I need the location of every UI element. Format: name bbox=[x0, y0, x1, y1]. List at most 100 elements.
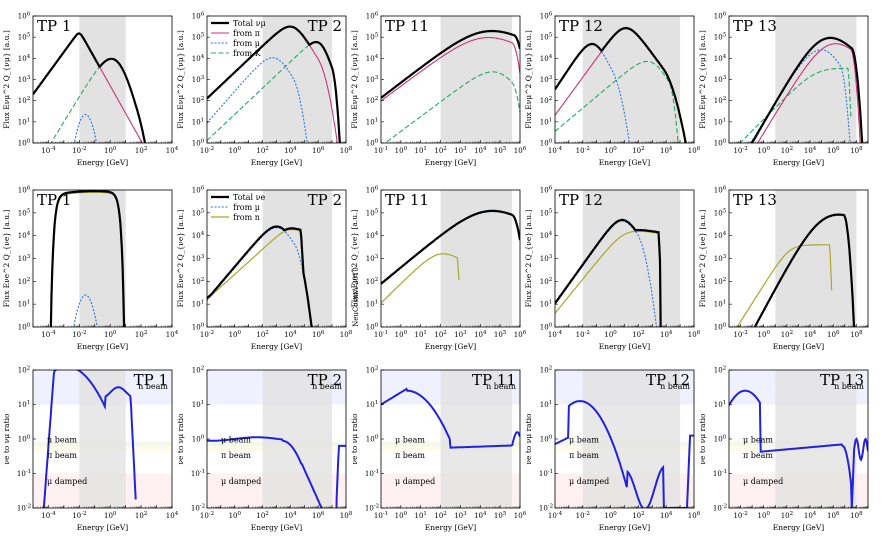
series-pion bbox=[381, 36, 520, 102]
band-label-2: π beam bbox=[743, 451, 773, 460]
series-muon bbox=[207, 227, 313, 327]
x-tick-label: 102 bbox=[135, 330, 147, 339]
y-tick-label: 101 bbox=[18, 300, 30, 309]
band-label-2: π beam bbox=[221, 451, 251, 460]
y-tick-label: 100 bbox=[192, 435, 205, 444]
y-axis-label: Flux Eνe^2 Q_{νe} [a.u.] bbox=[350, 210, 359, 308]
y-tick-label: 100 bbox=[714, 323, 727, 332]
x-tick-label: 100 bbox=[395, 330, 408, 339]
shaded-region bbox=[775, 370, 857, 508]
y-tick-label: 106 bbox=[366, 12, 379, 21]
x-tick-label: 102 bbox=[434, 146, 446, 155]
x-tick-label: 101 bbox=[415, 330, 427, 339]
x-tick-label: 10-1 bbox=[374, 146, 388, 155]
y-axis-label: Flux Eνμ^2 Q_{νμ} [a.u.] bbox=[2, 30, 11, 129]
curves bbox=[381, 209, 520, 304]
y-tick-label: 102 bbox=[18, 96, 30, 105]
y-tick-label: 100 bbox=[540, 323, 553, 332]
y-tick-label: 101 bbox=[714, 300, 726, 309]
panel-tp12-row3: 10-4 10-2 100 102 104 10610-210-1100101102Ene… bbox=[524, 366, 701, 533]
y-tick-label: 102 bbox=[714, 277, 726, 286]
x-tick-label: 102 bbox=[632, 146, 644, 155]
series-total bbox=[753, 213, 856, 327]
x-tick-label: 102 bbox=[256, 511, 268, 520]
y-tick-label: 100 bbox=[18, 435, 31, 444]
y-tick-label: 106 bbox=[192, 12, 205, 21]
y-tick-label: 105 bbox=[192, 208, 205, 217]
x-tick-label: 104 bbox=[166, 330, 179, 339]
x-tick-label: 10-4 bbox=[41, 146, 56, 155]
y-tick-label: 103 bbox=[714, 254, 727, 263]
x-tick-label: 104 bbox=[474, 511, 487, 520]
series-muon bbox=[749, 49, 851, 143]
x-tick-label: 102 bbox=[434, 330, 446, 339]
x-axis-label: Energy [GeV] bbox=[599, 342, 651, 351]
y-tick-label: 10-2 bbox=[365, 504, 379, 513]
series-ratio bbox=[42, 370, 137, 508]
x-tick-label: 102 bbox=[632, 511, 644, 520]
y-tick-label: 100 bbox=[366, 323, 379, 332]
panel-title: TP 11 bbox=[472, 371, 516, 389]
x-tick-label: 102 bbox=[632, 330, 644, 339]
y-tick-label: 10-1 bbox=[365, 469, 379, 478]
band-label-2: π beam bbox=[47, 451, 77, 460]
y-tick-label: 104 bbox=[366, 54, 379, 63]
panel-title: TP 11 bbox=[385, 191, 429, 209]
panel-title: TP 2 bbox=[308, 371, 342, 389]
x-tick-label: 10-4 bbox=[548, 511, 563, 520]
y-tick-label: 102 bbox=[540, 277, 552, 286]
panel-tp13-row1: 10-2 100 102 104 106 108 100 101 102 103 104 105 106… bbox=[698, 12, 869, 167]
y-tick-label: 104 bbox=[714, 231, 727, 240]
panel-title: TP 12 bbox=[559, 191, 603, 209]
y-tick-label: 10-1 bbox=[539, 469, 553, 478]
x-tick-label: 10-4 bbox=[548, 146, 563, 155]
y-tick-label: 102 bbox=[192, 277, 204, 286]
y-axis-label: Flux Eνμ^2 Q_{νμ} [a.u.] bbox=[176, 30, 185, 129]
x-axis-label: Energy [GeV] bbox=[77, 158, 129, 167]
x-tick-label: 108 bbox=[850, 330, 863, 339]
y-tick-label: 105 bbox=[366, 33, 379, 42]
x-tick-label: 108 bbox=[850, 511, 863, 520]
band-label-1: μ beam bbox=[569, 436, 599, 445]
y-tick-label: 101 bbox=[714, 400, 726, 409]
series-ratio bbox=[555, 400, 694, 508]
x-tick-label: 10-2 bbox=[733, 146, 747, 155]
y-tick-label: 101 bbox=[714, 117, 726, 126]
x-tick-label: 10-1 bbox=[374, 330, 388, 339]
y-tick-label: 105 bbox=[18, 33, 31, 42]
legend-label: Total νμ bbox=[233, 19, 266, 28]
x-tick-label: 106 bbox=[514, 330, 527, 339]
series-muon bbox=[73, 294, 98, 327]
y-tick-label: 105 bbox=[714, 208, 727, 217]
y-tick-label: 100 bbox=[540, 139, 553, 148]
y-tick-label: 106 bbox=[714, 12, 727, 21]
y-tick-label: 10-1 bbox=[17, 469, 31, 478]
x-axis-label: Energy [GeV] bbox=[251, 523, 303, 532]
y-tick-label: 101 bbox=[192, 300, 204, 309]
band-label-3: μ damped bbox=[221, 477, 261, 486]
x-tick-label: 106 bbox=[827, 330, 840, 339]
panel-tp1-row1: 10-4 10-2 100 102 104 100 101 102 103 104 105 106 En… bbox=[2, 12, 179, 168]
x-tick-label: 106 bbox=[688, 330, 701, 339]
panel-title: TP 1 bbox=[37, 17, 71, 35]
y-axis-label: νe to νμ ratio bbox=[350, 413, 359, 465]
y-tick-label: 104 bbox=[192, 231, 205, 240]
series-total bbox=[49, 190, 126, 327]
x-tick-label: 103 bbox=[454, 511, 467, 520]
y-tick-label: 105 bbox=[540, 208, 553, 217]
y-tick-label: 102 bbox=[714, 366, 726, 375]
x-tick-label: 106 bbox=[688, 511, 701, 520]
panel-title: TP 1 bbox=[37, 191, 71, 209]
y-tick-label: 106 bbox=[18, 12, 31, 21]
y-tick-label: 10-2 bbox=[191, 504, 205, 513]
band-label-3: μ damped bbox=[395, 477, 435, 486]
panel-tp2-row2: 10-2 100 102 104 106 108100101102103104105106… bbox=[176, 186, 360, 352]
curves bbox=[555, 26, 687, 143]
band-label-3: μ damped bbox=[743, 477, 783, 486]
band-label-1: μ beam bbox=[743, 436, 773, 445]
x-tick-label: 106 bbox=[312, 511, 325, 520]
x-tick-label: 108 bbox=[340, 330, 353, 339]
x-tick-label: 10-4 bbox=[41, 511, 56, 520]
band-label-0: n beam bbox=[138, 382, 168, 391]
